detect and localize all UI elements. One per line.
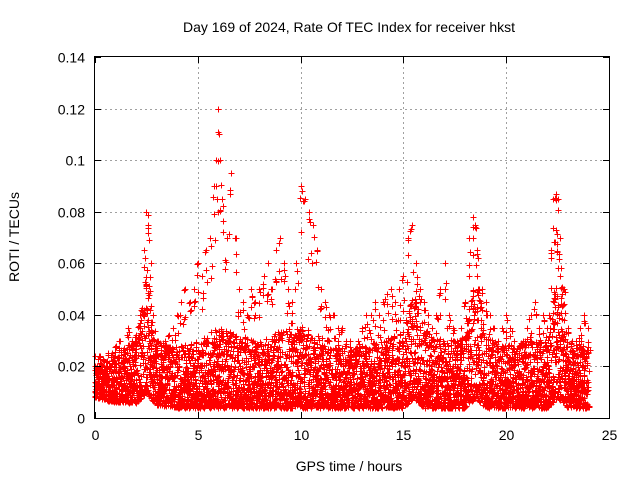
data-point bbox=[354, 375, 361, 382]
data-point bbox=[325, 337, 332, 344]
data-point bbox=[546, 366, 553, 373]
data-point bbox=[417, 327, 424, 334]
chart-title: Day 169 of 2024, Rate Of TEC Index for r… bbox=[183, 19, 515, 35]
data-point bbox=[110, 357, 117, 364]
data-point bbox=[109, 350, 116, 357]
data-point bbox=[412, 296, 419, 303]
data-point bbox=[412, 349, 419, 356]
data-point bbox=[414, 323, 421, 330]
data-point bbox=[471, 312, 478, 319]
data-point bbox=[145, 295, 152, 302]
data-point bbox=[427, 352, 434, 359]
data-point bbox=[474, 273, 481, 280]
data-points bbox=[92, 106, 594, 412]
